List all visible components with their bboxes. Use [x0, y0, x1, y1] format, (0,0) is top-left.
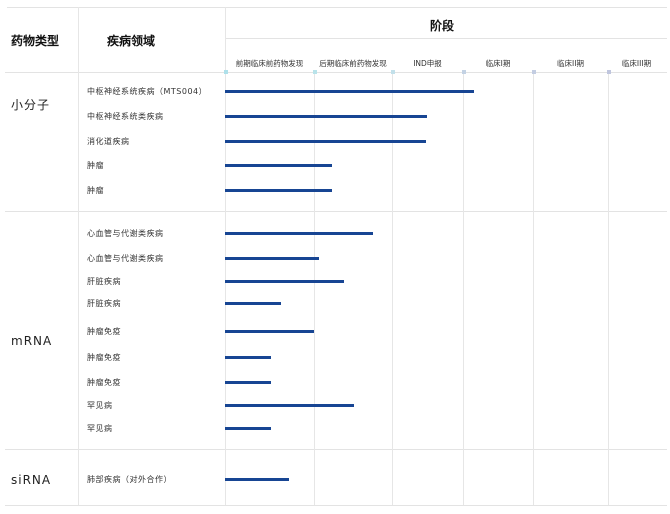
header-disease-area: 疾病领域: [107, 34, 156, 48]
disease-area-label: 肝脏疾病: [87, 299, 121, 308]
stage-header-divider: [225, 38, 667, 39]
stage-gridline: [314, 72, 315, 505]
row-divider: [5, 211, 667, 212]
stage-marker: [462, 70, 466, 74]
stage-gridline: [533, 72, 534, 505]
stage-marker: [224, 70, 228, 74]
drug-type-label: 小分子: [11, 98, 51, 112]
progress-bar: [225, 330, 314, 333]
progress-bar: [225, 356, 272, 359]
disease-area-label: 肿瘤免疫: [87, 327, 121, 336]
stage-label: IND申报: [413, 59, 442, 68]
row-divider: [5, 449, 667, 450]
progress-bar: [225, 381, 272, 384]
column-divider: [225, 7, 226, 505]
disease-area-label: 肺部疾病（对外合作）: [87, 475, 172, 484]
progress-bar: [225, 257, 319, 260]
progress-bar: [225, 478, 290, 481]
disease-area-label: 中枢神经系统疾病（MTS004）: [87, 87, 208, 96]
drug-type-label: mRNA: [11, 334, 53, 348]
progress-bar: [225, 427, 272, 430]
progress-bar: [225, 404, 354, 407]
disease-area-label: 罕见病: [87, 401, 113, 410]
disease-area-label: 肿瘤: [87, 161, 104, 170]
disease-area-label: 心血管与代谢类疾病: [87, 229, 164, 238]
stage-gridline: [392, 72, 393, 505]
disease-area-label: 肝脏疾病: [87, 277, 121, 286]
stage-label: 临床I期: [485, 59, 511, 68]
stage-gridline: [463, 72, 464, 505]
drug-type-label: siRNA: [11, 473, 52, 487]
progress-bar: [225, 90, 475, 93]
stage-label: 后期临床前药物发现: [319, 59, 387, 68]
stage-marker: [313, 70, 317, 74]
progress-bar: [225, 115, 427, 118]
disease-area-label: 肿瘤免疫: [87, 378, 121, 387]
column-divider: [78, 7, 79, 505]
stage-label: 临床III期: [621, 59, 652, 68]
disease-area-label: 中枢神经系统类疾病: [87, 112, 164, 121]
progress-bar: [225, 280, 344, 283]
row-divider: [5, 72, 667, 73]
header-drug-type: 药物类型: [11, 34, 60, 48]
progress-bar: [225, 302, 282, 305]
row-divider: [5, 505, 667, 506]
header-stage: 阶段: [430, 19, 455, 33]
progress-bar: [225, 140, 427, 143]
disease-area-label: 心血管与代谢类疾病: [87, 254, 164, 263]
disease-area-label: 肿瘤: [87, 186, 104, 195]
progress-bar: [225, 164, 332, 167]
stage-marker: [532, 70, 536, 74]
top-border: [7, 7, 667, 8]
stage-label: 前期临床前药物发现: [235, 59, 304, 68]
stage-marker: [391, 70, 395, 74]
disease-area-label: 肿瘤免疫: [87, 353, 121, 362]
disease-area-label: 罕见病: [87, 424, 113, 433]
stage-marker: [607, 70, 611, 74]
progress-bar: [225, 189, 332, 192]
stage-label: 临床II期: [557, 59, 584, 68]
disease-area-label: 消化道疾病: [87, 137, 130, 146]
progress-bar: [225, 232, 374, 235]
stage-gridline: [608, 72, 609, 505]
